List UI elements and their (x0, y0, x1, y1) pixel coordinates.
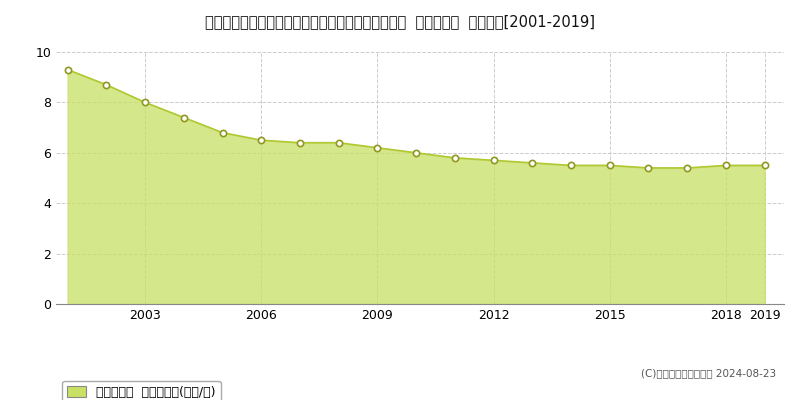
Text: (C)土地価格ドットコム 2024-08-23: (C)土地価格ドットコム 2024-08-23 (641, 368, 776, 378)
Text: 岐阜県揖斐郡大野町大字小衣斐字折口３１２番１外  基準地価格  地価推移[2001-2019]: 岐阜県揖斐郡大野町大字小衣斐字折口３１２番１外 基準地価格 地価推移[2001-… (205, 14, 595, 29)
Legend: 基準地価格  平均坪単価(万円/坪): 基準地価格 平均坪単価(万円/坪) (62, 380, 221, 400)
